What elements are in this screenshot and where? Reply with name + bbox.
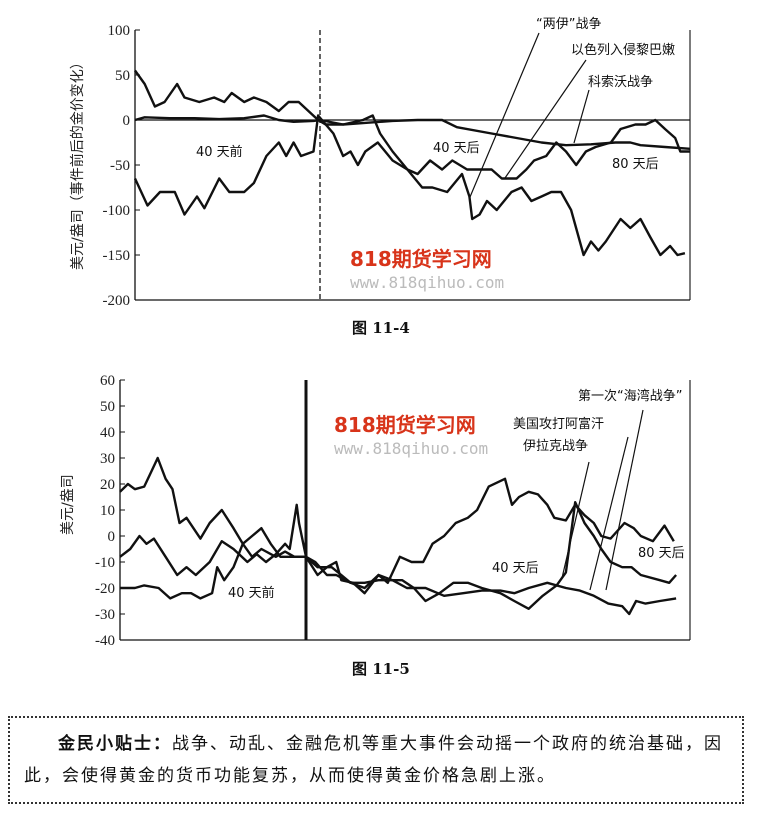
y-axis-label: 美元/盎司 — [60, 474, 76, 535]
y-tick-label: 60 — [100, 373, 115, 389]
y-tick-label: 0 — [123, 113, 131, 129]
y-tick-label: 100 — [108, 23, 131, 39]
tip-body: 战争、动乱、金融危机等重大事件会动摇一个政府的统治基础，因此，会使得黄金的货币功… — [24, 734, 723, 786]
tip-title: 金民小贴士： — [58, 734, 172, 754]
annotation-80-days-after: 80 天后 — [638, 546, 685, 561]
leader-line — [605, 409, 644, 591]
y-tick-label: -200 — [103, 293, 131, 309]
figure-caption: 图 11-5 — [352, 660, 410, 678]
watermark-logo: 818期货学习网 — [350, 247, 492, 271]
series-line-3 — [120, 527, 677, 616]
annotation-80-days-after: 80 天后 — [612, 157, 659, 172]
y-axis-label: 美元/盎司（事件前后的金价变化） — [69, 55, 86, 270]
y-tick-label: 30 — [100, 451, 115, 467]
series-line-2 — [119, 501, 677, 610]
y-tick-label: -30 — [95, 607, 115, 623]
watermark-url: www.818qihuo.com — [350, 273, 504, 292]
leader-line — [504, 59, 587, 179]
annotation-gulf-war: 第一次“海湾战争” — [578, 388, 682, 404]
leader-line — [573, 89, 590, 144]
annotation-israel-lebanon: 以色列入侵黎巴嫩 — [571, 42, 675, 58]
y-tick-label: 20 — [100, 477, 115, 493]
series-line-1 — [133, 114, 686, 257]
annotation-40-days-before: 40 天前 — [228, 585, 275, 601]
y-tick-label: -10 — [95, 555, 115, 571]
y-tick-label: 50 — [115, 68, 130, 84]
chart-11-5: 美元/盎司 60 50 40 30 20 10 0 -10 -20 -30 -40 第一次“海湾战争… — [60, 373, 691, 678]
y-tick-label: -20 — [95, 581, 115, 597]
leader-line — [561, 461, 590, 579]
annotation-40-days-after: 40 天后 — [433, 141, 480, 156]
y-tick-label: 40 — [100, 425, 115, 441]
series-line-3 — [134, 114, 691, 150]
annotation-kosovo-war: 科索沃战争 — [588, 75, 653, 90]
y-tick-label: 50 — [100, 399, 115, 415]
y-tick-label: -40 — [95, 633, 115, 649]
series-line-1 — [119, 456, 675, 590]
chart-11-4: 美元/盎司（事件前后的金价变化） 100 50 0 -50 -100 -150 -200 “… — [69, 17, 691, 337]
annotation-afghanistan: 美国攻打阿富汗 — [513, 416, 604, 432]
annotation-40-days-before: 40 天前 — [196, 144, 243, 160]
annotation-40-days-after: 40 天后 — [492, 561, 539, 576]
leader-line — [469, 32, 540, 198]
figure-caption: 图 11-4 — [352, 319, 410, 337]
annotation-iraq-war: 伊拉克战争 — [523, 439, 588, 454]
watermark-logo: 818期货学习网 — [334, 413, 476, 437]
leader-line — [589, 436, 629, 591]
y-tick-label: -50 — [110, 158, 130, 174]
tip-box: 金民小贴士：战争、动乱、金融危机等重大事件会动摇一个政府的统治基础，因此，会使得… — [8, 716, 744, 804]
y-tick-label: -150 — [103, 248, 131, 264]
watermark-url: www.818qihuo.com — [334, 439, 488, 458]
y-tick-label: 10 — [100, 503, 115, 519]
annotation-iran-iraq-war: “两伊”战争 — [536, 17, 601, 32]
y-tick-label: -100 — [103, 203, 131, 219]
y-tick-label: 0 — [108, 529, 116, 545]
